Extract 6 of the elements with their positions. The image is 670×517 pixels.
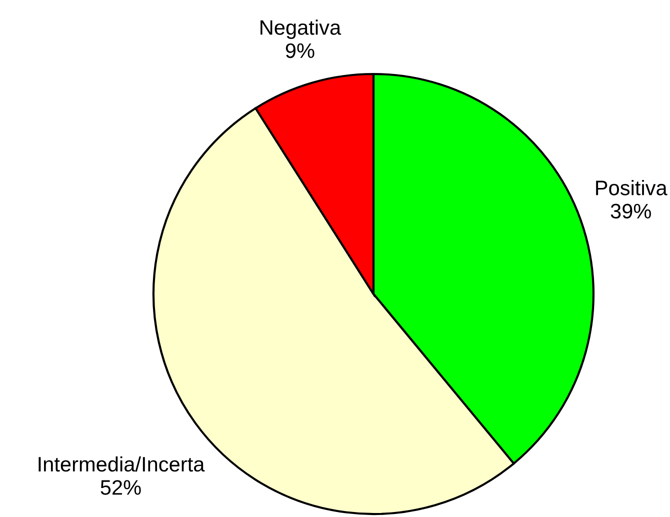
data-label: 52% [100, 480, 141, 495]
slice-label: Negativa [260, 20, 342, 39]
slice-label: Intermedia/Incerta [38, 456, 205, 472]
data-label: 39% [610, 204, 651, 219]
data-label: 9% [286, 43, 314, 58]
slice-label: Positiva [596, 180, 668, 196]
